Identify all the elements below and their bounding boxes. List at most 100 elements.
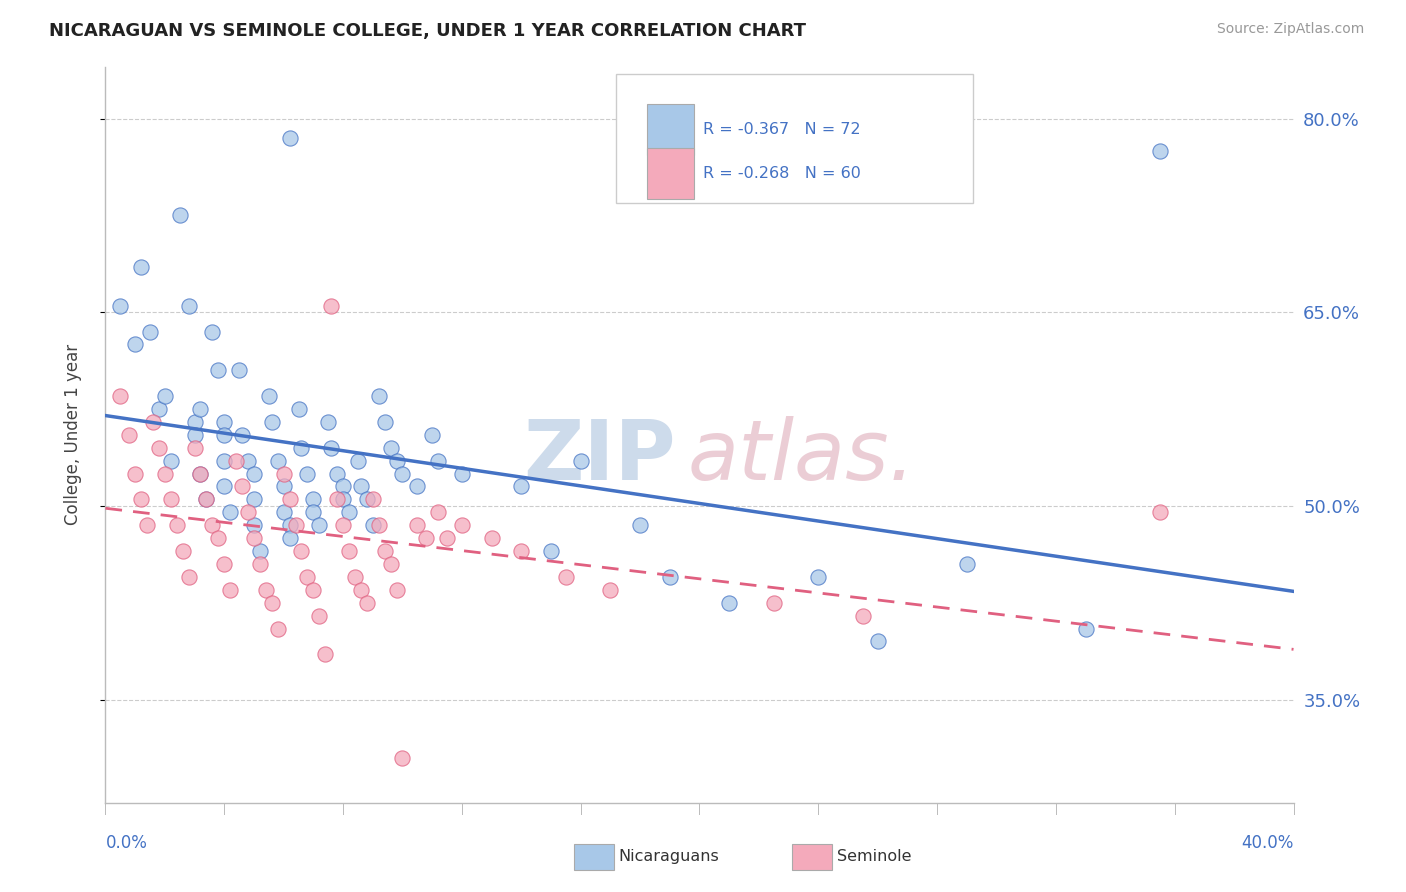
Point [569, 453, 592, 467]
Point [332, 479, 354, 493]
Point [177, 299, 200, 313]
Point [374, 415, 396, 429]
Point [124, 337, 146, 351]
Point [450, 518, 472, 533]
Point [214, 453, 236, 467]
Point [190, 467, 212, 481]
Point [361, 492, 384, 507]
Point [153, 467, 176, 481]
Point [290, 544, 312, 558]
Point [302, 582, 325, 597]
Text: 40.0%: 40.0% [1241, 834, 1294, 852]
Point [356, 492, 378, 507]
Point [243, 531, 266, 545]
Point [510, 479, 533, 493]
Point [183, 427, 205, 442]
Point [260, 415, 283, 429]
Point [254, 582, 277, 597]
Point [427, 453, 450, 467]
Point [219, 582, 242, 597]
FancyBboxPatch shape [616, 74, 973, 203]
Point [201, 325, 224, 339]
Point [956, 557, 979, 571]
Point [201, 518, 224, 533]
Point [207, 363, 229, 377]
Point [214, 415, 236, 429]
Point [658, 570, 681, 584]
Point [287, 402, 309, 417]
Point [273, 479, 295, 493]
Point [214, 427, 236, 442]
Point [367, 389, 389, 403]
Point [347, 453, 370, 467]
Text: atlas.: atlas. [688, 417, 915, 498]
Point [1149, 505, 1171, 519]
Point [260, 596, 283, 610]
Point [231, 479, 253, 493]
Point [554, 570, 576, 584]
Point [450, 467, 472, 481]
Point [207, 531, 229, 545]
Point [249, 544, 271, 558]
Point [628, 518, 651, 533]
Point [326, 492, 349, 507]
Point [236, 505, 259, 519]
Text: Nicaraguans: Nicaraguans [619, 849, 720, 863]
Point [284, 518, 307, 533]
Point [314, 648, 336, 662]
Point [190, 402, 212, 417]
Point [415, 531, 437, 545]
Point [214, 479, 236, 493]
Point [332, 492, 354, 507]
Point [231, 427, 253, 442]
Point [159, 453, 181, 467]
Point [278, 492, 301, 507]
Point [172, 544, 194, 558]
Point [225, 453, 247, 467]
Point [129, 492, 152, 507]
Point [385, 582, 408, 597]
Point [214, 557, 236, 571]
Point [139, 325, 162, 339]
Point [321, 299, 343, 313]
Text: ZIP: ZIP [523, 417, 676, 498]
Point [718, 596, 741, 610]
Point [326, 467, 349, 481]
Point [350, 479, 373, 493]
Text: 0.0%: 0.0% [105, 834, 148, 852]
Point [148, 441, 170, 455]
Point [273, 467, 295, 481]
Point [406, 479, 429, 493]
Point [385, 453, 408, 467]
Point [177, 570, 200, 584]
Point [169, 208, 191, 222]
Point [321, 441, 343, 455]
Point [380, 441, 402, 455]
Point [110, 299, 132, 313]
Point [249, 557, 271, 571]
Point [350, 582, 373, 597]
Point [195, 492, 218, 507]
Point [406, 518, 429, 533]
Text: Source: ZipAtlas.com: Source: ZipAtlas.com [1216, 22, 1364, 37]
Point [129, 260, 152, 274]
Text: Seminole: Seminole [837, 849, 911, 863]
Point [866, 634, 889, 648]
Point [183, 415, 205, 429]
Point [420, 427, 443, 442]
Point [228, 363, 250, 377]
Point [153, 389, 176, 403]
Point [110, 389, 132, 403]
Point [302, 492, 325, 507]
Point [267, 622, 290, 636]
Point [243, 467, 266, 481]
Point [278, 518, 301, 533]
Point [367, 518, 389, 533]
Point [337, 544, 360, 558]
Point [374, 544, 396, 558]
Point [124, 467, 146, 481]
Point [852, 608, 875, 623]
Point [273, 505, 295, 519]
Point [540, 544, 562, 558]
Point [142, 415, 165, 429]
